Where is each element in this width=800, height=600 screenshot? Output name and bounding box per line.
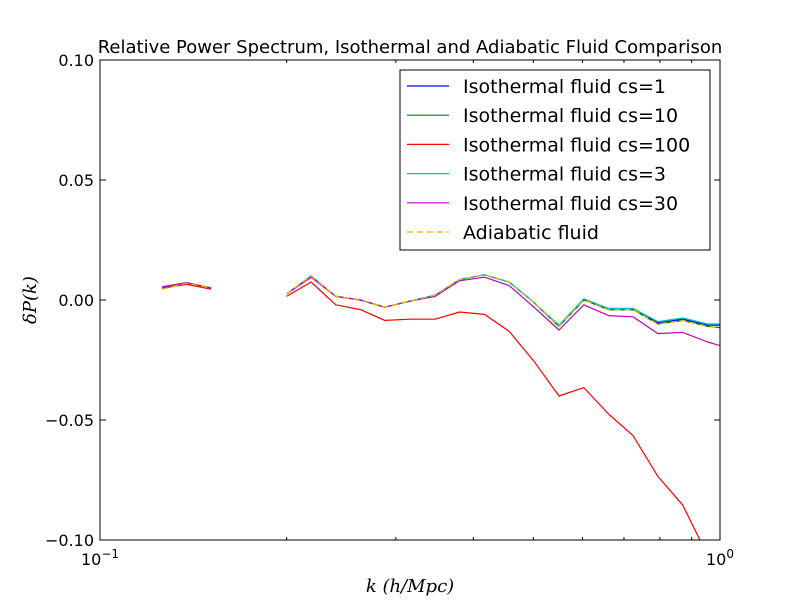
- legend-box: [399, 69, 711, 251]
- series-layer: [162, 274, 720, 540]
- series-3: [162, 281, 701, 540]
- y-axis-label: δP(k): [20, 276, 41, 324]
- y-tick-label: −0.05: [45, 411, 94, 430]
- series-line-6: [162, 274, 720, 329]
- y-tick-label: 0.10: [58, 51, 94, 70]
- legend-label-4: Isothermal fluid cs=3: [463, 164, 666, 186]
- y-tick-label: 0.05: [58, 171, 94, 190]
- legend-label-2: Isothermal fluid cs=10: [463, 105, 678, 127]
- x-tick-label: 100: [706, 547, 734, 569]
- legend: Isothermal fluid cs=1 Isothermal fluid cs…: [399, 69, 711, 251]
- series-6: [162, 274, 720, 329]
- chart-title: Relative Power Spectrum, Isothermal and …: [98, 37, 723, 58]
- legend-label-5: Isothermal fluid cs=30: [463, 193, 678, 215]
- x-tick-label: 10−1: [81, 547, 119, 569]
- x-axis-label: k (h/Mpc): [366, 576, 454, 597]
- legend-label-6: Adiabatic fluid: [463, 222, 599, 244]
- legend-label-1: Isothermal fluid cs=1: [463, 76, 666, 98]
- legend-label-3: Isothermal fluid cs=100: [463, 134, 690, 156]
- series-line-3: [162, 281, 701, 540]
- y-tick-label: 0.00: [58, 291, 94, 310]
- y-tick-label: −0.10: [45, 531, 94, 550]
